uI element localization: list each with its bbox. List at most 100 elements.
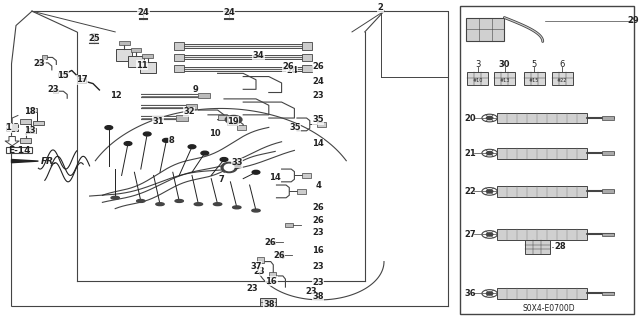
Bar bbox=[302, 173, 311, 178]
Text: 9: 9 bbox=[193, 85, 198, 94]
Ellipse shape bbox=[137, 200, 145, 203]
Bar bbox=[142, 54, 153, 58]
Text: #10: #10 bbox=[472, 78, 483, 83]
Bar bbox=[128, 56, 144, 67]
Circle shape bbox=[486, 292, 493, 295]
Text: #22: #22 bbox=[557, 78, 568, 83]
Polygon shape bbox=[12, 160, 38, 163]
Text: 33: 33 bbox=[231, 158, 243, 167]
Circle shape bbox=[201, 151, 209, 155]
Text: 37: 37 bbox=[250, 262, 262, 271]
Ellipse shape bbox=[195, 203, 202, 206]
Text: 23: 23 bbox=[312, 91, 324, 100]
Bar bbox=[302, 54, 312, 61]
Text: 26: 26 bbox=[312, 216, 324, 225]
Text: 1: 1 bbox=[5, 123, 12, 132]
Text: 2: 2 bbox=[378, 4, 384, 12]
Ellipse shape bbox=[175, 200, 184, 203]
Circle shape bbox=[486, 116, 493, 120]
Ellipse shape bbox=[233, 206, 241, 209]
Polygon shape bbox=[5, 137, 19, 146]
Bar bbox=[77, 78, 86, 83]
Text: 17: 17 bbox=[76, 75, 88, 84]
Ellipse shape bbox=[111, 196, 119, 199]
Text: S0X4-E0700D: S0X4-E0700D bbox=[523, 304, 575, 313]
Text: 13: 13 bbox=[24, 126, 35, 135]
Text: 23: 23 bbox=[253, 267, 265, 276]
Ellipse shape bbox=[156, 203, 164, 206]
Bar bbox=[237, 125, 246, 130]
Text: FR.: FR. bbox=[41, 157, 58, 166]
Text: 23: 23 bbox=[312, 278, 324, 287]
Bar bbox=[176, 115, 188, 121]
Bar bbox=[467, 72, 488, 85]
Text: 36: 36 bbox=[465, 289, 476, 298]
Text: 4: 4 bbox=[315, 181, 321, 189]
Text: 35: 35 bbox=[289, 123, 301, 132]
Bar bbox=[53, 89, 58, 93]
Text: 8: 8 bbox=[169, 136, 174, 145]
Bar bbox=[267, 241, 275, 244]
Bar bbox=[497, 186, 587, 197]
Text: 25: 25 bbox=[88, 34, 100, 43]
Circle shape bbox=[220, 158, 228, 161]
Bar bbox=[302, 65, 312, 72]
Text: 10: 10 bbox=[209, 130, 221, 138]
Text: 26: 26 bbox=[312, 63, 324, 71]
Text: 23: 23 bbox=[312, 228, 324, 237]
Bar bbox=[602, 233, 614, 236]
Text: 28: 28 bbox=[554, 242, 566, 251]
Circle shape bbox=[225, 115, 242, 124]
Circle shape bbox=[486, 233, 493, 236]
Text: 26: 26 bbox=[264, 238, 276, 247]
Text: 24: 24 bbox=[223, 8, 235, 17]
Bar bbox=[466, 18, 504, 41]
Text: #15: #15 bbox=[529, 78, 540, 83]
Circle shape bbox=[252, 170, 260, 174]
Text: 23: 23 bbox=[34, 59, 45, 68]
Text: 23: 23 bbox=[312, 262, 324, 271]
Text: 38: 38 bbox=[312, 292, 324, 301]
Bar bbox=[91, 33, 97, 38]
Bar bbox=[302, 42, 312, 50]
Text: 15: 15 bbox=[57, 71, 68, 80]
Bar bbox=[119, 41, 130, 45]
Text: 29: 29 bbox=[628, 16, 639, 25]
Bar bbox=[602, 189, 614, 193]
Circle shape bbox=[486, 190, 493, 193]
Bar bbox=[218, 115, 227, 120]
Bar bbox=[27, 108, 37, 112]
Bar bbox=[58, 73, 67, 77]
Text: 31: 31 bbox=[152, 117, 164, 126]
Text: 5: 5 bbox=[531, 60, 537, 69]
Bar bbox=[494, 72, 515, 85]
Bar bbox=[226, 9, 232, 13]
Text: 26: 26 bbox=[283, 63, 294, 71]
Ellipse shape bbox=[214, 203, 222, 206]
Bar bbox=[38, 60, 43, 64]
Bar bbox=[20, 138, 31, 143]
Bar bbox=[602, 151, 614, 155]
Circle shape bbox=[233, 164, 241, 168]
Text: 30: 30 bbox=[499, 60, 510, 69]
Bar bbox=[552, 72, 573, 85]
Bar bbox=[116, 49, 132, 61]
Bar bbox=[131, 48, 141, 52]
Bar bbox=[140, 62, 156, 73]
Text: 3: 3 bbox=[475, 60, 481, 69]
Circle shape bbox=[124, 142, 132, 145]
Text: 27: 27 bbox=[465, 230, 476, 239]
Bar bbox=[297, 189, 306, 194]
Circle shape bbox=[143, 132, 151, 136]
Bar bbox=[198, 93, 210, 98]
Text: 16: 16 bbox=[266, 277, 277, 286]
Text: 11: 11 bbox=[136, 61, 148, 70]
Text: #13: #13 bbox=[499, 78, 510, 83]
Bar bbox=[497, 288, 587, 299]
Bar bbox=[497, 113, 587, 123]
Bar bbox=[269, 272, 276, 277]
Bar bbox=[285, 223, 293, 227]
Bar bbox=[497, 148, 587, 159]
Text: 20: 20 bbox=[465, 114, 476, 122]
Bar bbox=[524, 72, 545, 85]
